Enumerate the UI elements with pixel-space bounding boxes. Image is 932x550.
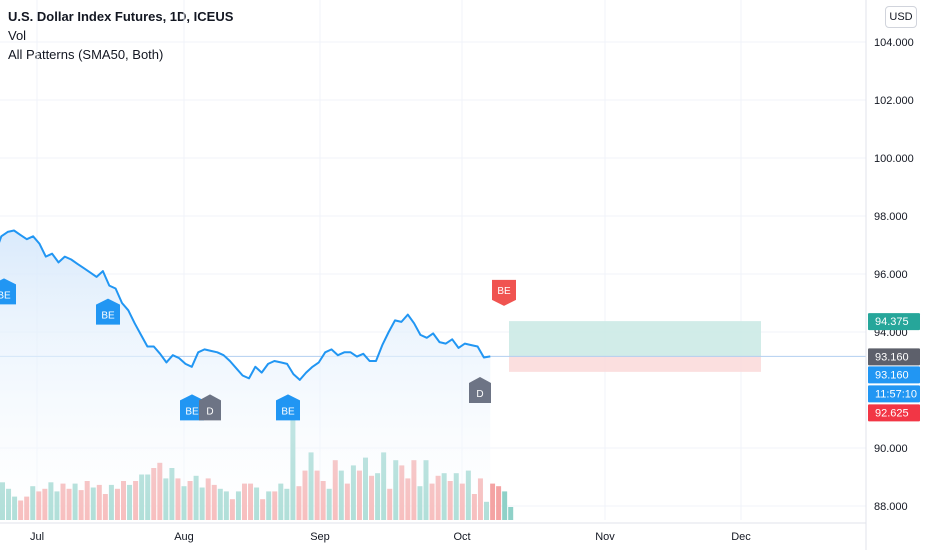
volume-bar: [508, 507, 514, 520]
pattern-badge: [199, 394, 221, 421]
price-tick-label: 100.000: [874, 153, 914, 165]
pattern-marker-be: BE: [96, 298, 120, 325]
price-tick-label: 104.000: [874, 37, 914, 49]
chart-legend: U.S. Dollar Index Futures, 1D, ICEUS Vol…: [8, 7, 233, 64]
volume-bar: [496, 486, 502, 520]
pattern-marker-d: D: [199, 394, 221, 421]
price-tick-label: 96.000: [874, 269, 908, 281]
price-label-bg: [868, 366, 920, 384]
pattern-marker-be: BE: [276, 394, 300, 421]
price-label: 93.160: [868, 366, 920, 384]
price-tick-label: 102.000: [874, 95, 914, 107]
time-tick-label: Nov: [595, 531, 615, 543]
time-axis: Jul Aug Sep Oct Nov Dec: [30, 531, 751, 543]
price-axis-labels: 94.375 93.160 93.160 11:57:10 92.625: [868, 313, 920, 422]
price-label-text: 92.625: [875, 407, 909, 419]
price-tick-label: 98.000: [874, 211, 908, 223]
price-label-text: 93.160: [875, 351, 909, 363]
symbol-title[interactable]: U.S. Dollar Index Futures, 1D, ICEUS: [8, 9, 234, 24]
pattern-label: D: [206, 406, 213, 417]
price-label-bg: [868, 385, 920, 403]
price-label-bg: [868, 348, 920, 366]
time-tick-label: Sep: [310, 531, 330, 543]
price-line: [0, 229, 491, 381]
time-tick-label: Dec: [731, 531, 751, 543]
pattern-label: BE: [497, 286, 511, 297]
price-label: 93.160: [868, 348, 920, 366]
price-area: [0, 230, 491, 520]
volume-bar: [490, 483, 496, 520]
price-tick-label: 88.000: [874, 501, 908, 513]
target-zone: [509, 321, 761, 357]
time-tick-label: Jul: [30, 531, 44, 543]
time-tick-label: Oct: [453, 531, 470, 543]
pattern-markers: BE BE BE D BE D BE: [0, 278, 516, 421]
volume-indicator-label[interactable]: Vol: [8, 28, 27, 43]
pattern-label: D: [476, 389, 483, 400]
price-label: 94.375: [868, 313, 920, 331]
pattern-badge: [0, 278, 16, 305]
price-label-text: 94.375: [875, 316, 909, 328]
price-label: 11:57:10: [868, 385, 920, 403]
pattern-label: BE: [185, 406, 199, 417]
price-axis: 104.000102.000100.00098.00096.00094.0009…: [874, 37, 914, 513]
pattern-label: BE: [281, 406, 295, 417]
pattern-marker-be: BE: [180, 394, 204, 421]
pattern-badge: [180, 394, 204, 421]
price-label-text: 93.160: [875, 369, 909, 381]
price-label-text: 11:57:10: [875, 388, 917, 400]
stop-zone: [509, 356, 761, 372]
pattern-badge: [492, 279, 516, 306]
price-label-bg: [868, 313, 920, 331]
pattern-marker-be: BE: [492, 279, 516, 306]
pattern-badge: [96, 298, 120, 325]
pattern-badge: [276, 394, 300, 421]
pattern-marker-be: BE: [0, 278, 16, 305]
patterns-indicator-label[interactable]: All Patterns (SMA50, Both): [8, 47, 164, 62]
price-label: 92.625: [868, 404, 920, 422]
pattern-marker-d: D: [469, 376, 491, 403]
pattern-label: BE: [101, 311, 115, 322]
price-label-bg: [868, 404, 920, 422]
time-tick-label: Aug: [174, 531, 194, 543]
pattern-label: BE: [0, 290, 11, 301]
volume-bar: [502, 491, 508, 520]
currency-button[interactable]: USD: [885, 6, 917, 28]
price-tick-label: 90.000: [874, 443, 908, 455]
pattern-badge: [469, 376, 491, 403]
